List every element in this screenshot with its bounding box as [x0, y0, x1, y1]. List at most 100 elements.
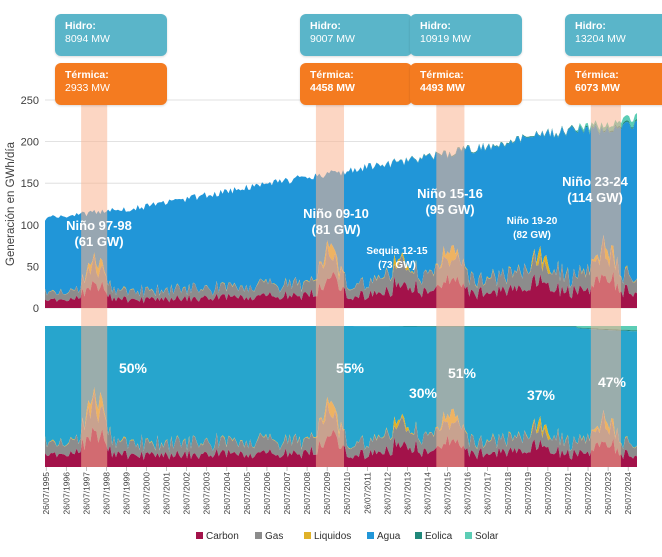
event-band-2: [436, 100, 465, 467]
termica-value: 2933 MW: [65, 82, 110, 94]
y-axis-label: Generación en GWh/día: [5, 141, 17, 266]
termica-value: 6073 MW: [575, 82, 620, 94]
termica-callout: Térmica: 4493 MW: [410, 63, 522, 105]
legend-label-carbon: Carbon: [206, 531, 239, 542]
x-tick-label: 26/07/2001: [162, 472, 172, 515]
x-tick-label: 26/07/2019: [523, 472, 533, 515]
termica-callout: Térmica: 2933 MW: [55, 63, 167, 105]
minor-event-gw: (82 GW): [513, 230, 551, 241]
termica-callout: Térmica: 4458 MW: [300, 63, 412, 105]
minor-event-label: Niño 19-20: [507, 216, 558, 227]
y-tick-label: 100: [21, 220, 39, 232]
x-axis: 26/07/1995 26/07/1996 26/07/1997 26/07/1998…: [41, 467, 633, 515]
x-tick-label: 26/07/2021: [563, 472, 573, 515]
legend-label-gas: Gas: [265, 531, 283, 542]
event-annotations: Niño 97-98(61 GW) 50% Niño 09-10(81 GW) 55%…: [66, 174, 629, 403]
x-tick-label: 26/07/2002: [182, 472, 192, 515]
nino-label: Niño 23-24: [562, 174, 629, 189]
y-tick-label: 250: [21, 95, 39, 107]
y-tick-label: 200: [21, 137, 39, 149]
y-tick-label: 0: [33, 303, 39, 315]
event-percent: 50%: [119, 360, 148, 376]
x-tick-label: 26/07/1995: [41, 472, 51, 515]
x-tick-label: 26/07/2013: [402, 472, 412, 515]
y-axis: 0 50 100 150 200 250: [21, 95, 39, 315]
nino-label: Niño 15-16: [417, 186, 483, 201]
hidro-title: Hidro:: [65, 20, 96, 32]
legend-swatch-gas: [255, 532, 262, 539]
x-tick-label: 26/07/2011: [362, 472, 372, 514]
x-tick-label: 26/07/2017: [483, 472, 493, 515]
event-band-1: [315, 100, 345, 467]
legend-label-agua: Agua: [377, 531, 401, 542]
legend-swatch-eolica: [415, 532, 422, 539]
nino-gw-label: (95 GW): [425, 202, 474, 217]
hidro-callout: Hidro: 10919 MW: [410, 14, 522, 56]
x-tick-label: 26/07/2010: [342, 472, 352, 515]
legend-label-eolica: Eolica: [425, 531, 453, 542]
legend-swatch-liquidos: [304, 532, 311, 539]
hidro-callout: Hidro: 9007 MW: [300, 14, 412, 56]
termica-value: 4493 MW: [420, 82, 465, 94]
hidro-value: 10919 MW: [420, 33, 471, 45]
area-carbon: [45, 271, 637, 308]
event-band-0: [81, 100, 108, 467]
hidro-callout: Hidro: 13204 MW: [565, 14, 662, 56]
x-tick-label: 26/07/2020: [543, 472, 553, 515]
y-tick-label: 150: [21, 178, 39, 190]
termica-value: 4458 MW: [310, 82, 355, 94]
hidro-value: 8094 MW: [65, 33, 110, 45]
x-tick-label: 26/07/2000: [142, 472, 152, 515]
x-tick-label: 26/07/2023: [603, 472, 613, 515]
termica-title: Térmica:: [420, 69, 464, 81]
minor-event-label: Sequia 12-15: [366, 246, 428, 257]
event-band-3: [590, 100, 621, 467]
minor-event-percent: 30%: [409, 385, 438, 401]
hidro-callout: Hidro: 8094 MW: [55, 14, 167, 56]
x-tick-label: 26/07/2024: [623, 472, 633, 515]
hidro-value: 9007 MW: [310, 33, 355, 45]
event-highlights: [81, 100, 621, 467]
minor-event-percent: 37%: [527, 387, 556, 403]
termica-callout: Térmica: 6073 MW: [565, 63, 662, 105]
hidro-title: Hidro:: [420, 20, 451, 32]
hidro-value: 13204 MW: [575, 33, 626, 45]
x-tick-label: 26/07/2008: [302, 472, 312, 515]
minor-event-gw: (73 GW): [378, 260, 416, 271]
x-tick-label: 26/07/2018: [503, 472, 513, 515]
x-tick-label: 26/07/1999: [121, 472, 131, 515]
legend-swatch-agua: [367, 532, 374, 539]
y-tick-label: 50: [27, 261, 39, 273]
x-tick-label: 26/07/2015: [443, 472, 453, 515]
x-tick-label: 26/07/2022: [583, 472, 593, 515]
x-tick-label: 26/07/1998: [101, 472, 111, 515]
pct-area-carbon: [45, 427, 637, 467]
nino-label: Niño 09-10: [303, 206, 369, 221]
legend-label-liquidos: Liquidos: [314, 531, 351, 542]
legend-swatch-carbon: [196, 532, 203, 539]
x-tick-label: 26/07/2014: [422, 472, 432, 515]
nino-gw-label: (114 GW): [567, 190, 623, 205]
x-tick-label: 26/07/1997: [81, 472, 91, 515]
x-tick-label: 26/07/2003: [202, 472, 212, 515]
legend: Carbon Gas Liquidos Agua Eolica Solar: [196, 531, 499, 542]
nino-label: Niño 97-98: [66, 218, 132, 233]
termica-title: Térmica:: [310, 69, 354, 81]
x-tick-label: 26/07/2016: [463, 472, 473, 515]
termica-title: Térmica:: [65, 69, 109, 81]
x-tick-label: 26/07/2004: [222, 472, 232, 515]
x-tick-label: 26/07/2005: [242, 472, 252, 515]
event-percent: 55%: [336, 360, 365, 376]
nino-gw-label: (61 GW): [74, 234, 123, 249]
x-tick-label: 26/07/1996: [61, 472, 71, 515]
hidro-title: Hidro:: [310, 20, 341, 32]
event-percent: 47%: [598, 374, 627, 390]
legend-swatch-solar: [465, 532, 472, 539]
pct-area-solar: [45, 326, 637, 331]
nino-gw-label: (81 GW): [311, 222, 360, 237]
x-tick-label: 26/07/2009: [322, 472, 332, 515]
x-tick-label: 26/07/2012: [382, 472, 392, 515]
hidro-title: Hidro:: [575, 20, 606, 32]
termica-title: Térmica:: [575, 69, 619, 81]
